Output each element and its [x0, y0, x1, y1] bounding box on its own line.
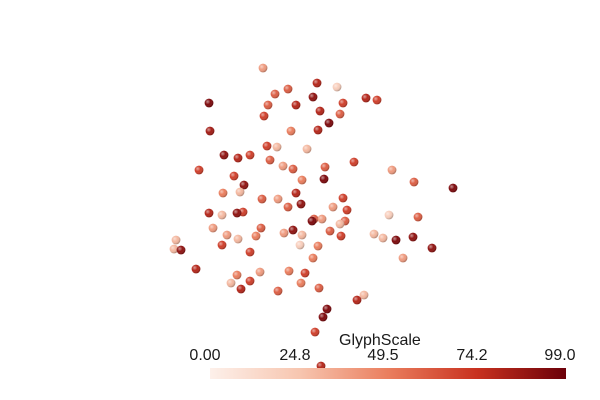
sphere-glyph-shading	[169, 244, 179, 254]
sphere-glyph-shading	[194, 165, 204, 175]
sphere-glyph-shading	[297, 175, 307, 185]
sphere-glyph-shading	[317, 214, 327, 224]
sphere-glyph-shading	[232, 270, 242, 280]
sphere-glyph-shading	[204, 98, 214, 108]
sphere-glyph-shading	[262, 141, 272, 151]
sphere-glyph-shading	[236, 284, 246, 294]
sphere-glyph-shading	[398, 253, 408, 263]
sphere-glyph-shading	[259, 111, 269, 121]
sphere-glyph-shading	[315, 106, 325, 116]
sphere-glyph-shading	[316, 361, 326, 371]
sphere-glyph-shading	[265, 155, 275, 165]
sphere-glyph-shading	[251, 231, 261, 241]
sphere-glyph-shading	[233, 234, 243, 244]
sphere-glyph-shading	[384, 210, 394, 220]
sphere-glyph-shading	[283, 84, 293, 94]
sphere-glyph-shading	[205, 126, 215, 136]
sphere-glyph-shading	[324, 118, 334, 128]
sphere-glyph-shading	[263, 100, 273, 110]
sphere-glyph-shading	[387, 165, 397, 175]
sphere-glyph-shading	[283, 202, 293, 212]
sphere-glyph-shading	[191, 264, 201, 274]
sphere-glyph-shading	[245, 247, 255, 257]
sphere-glyph-shading	[332, 82, 342, 92]
sphere-glyph-shading	[318, 312, 328, 322]
sphere-glyph-shading	[270, 89, 280, 99]
sphere-glyph-shading	[226, 278, 236, 288]
sphere-glyph-shading	[361, 93, 371, 103]
sphere-glyph-shading	[232, 208, 242, 218]
sphere-glyph-shading	[349, 157, 359, 167]
sphere-glyph-shading	[273, 194, 283, 204]
sphere-glyph-shading	[245, 276, 255, 286]
sphere-glyph-shading	[372, 95, 382, 105]
sphere-glyph-shading	[219, 150, 229, 160]
sphere-glyph-shading	[427, 243, 437, 253]
sphere-glyph-shading	[408, 232, 418, 242]
sphere-glyph-shading	[278, 161, 288, 171]
sphere-glyph-shading	[239, 180, 249, 190]
sphere-glyph-shading	[359, 290, 369, 300]
sphere-glyph-shading	[325, 226, 335, 236]
sphere-glyph-shading	[296, 278, 306, 288]
sphere-glyph-shading	[288, 225, 298, 235]
sphere-glyph-shading	[320, 162, 330, 172]
sphere-glyph-shading	[255, 267, 265, 277]
sphere-glyph-shading	[208, 223, 218, 233]
sphere-glyph-shading	[335, 109, 345, 119]
sphere-glyph-shading	[297, 230, 307, 240]
sphere-glyph-shading	[409, 177, 419, 187]
sphere-glyph-shading	[369, 229, 379, 239]
sphere-glyph-shading	[378, 233, 388, 243]
sphere-glyph-shading	[257, 194, 267, 204]
sphere-glyph-shading	[314, 283, 324, 293]
sphere-glyph-shading	[338, 193, 348, 203]
sphere-glyph-shading	[258, 63, 268, 73]
sphere-glyph-shading	[307, 216, 317, 226]
sphere-glyph-shading	[288, 164, 298, 174]
sphere-glyph-shading	[300, 268, 310, 278]
sphere-glyph-shading	[313, 241, 323, 251]
sphere-glyph-shading	[312, 78, 322, 88]
sphere-glyph-shading	[286, 126, 296, 136]
sphere-glyph-shading	[295, 240, 305, 250]
sphere-glyph-shading	[310, 327, 320, 337]
sphere-glyph-shading	[291, 188, 301, 198]
sphere-glyph-shading	[222, 230, 232, 240]
sphere-glyph-shading	[256, 223, 266, 233]
sphere-glyph-shading	[342, 205, 352, 215]
sphere-glyph-shading	[204, 208, 214, 218]
sphere-glyph-shading	[291, 100, 301, 110]
sphere-glyph-shading	[336, 231, 346, 241]
sphere-glyph-shading	[302, 144, 312, 154]
sphere-glyph-shading	[229, 171, 239, 181]
sphere-glyph-shading	[391, 235, 401, 245]
sphere-glyph-shading	[235, 187, 245, 197]
sphere-glyph-shading	[308, 253, 318, 263]
sphere-glyph-shading	[338, 98, 348, 108]
sphere-glyph-shading	[217, 240, 227, 250]
sphere-glyph-shading	[296, 199, 306, 209]
sphere-glyph-shading	[313, 125, 323, 135]
sphere-glyph-shading	[279, 228, 289, 238]
sphere-glyph-shading	[284, 266, 294, 276]
sphere-glyph-shading	[171, 235, 181, 245]
sphere-glyph-shading	[328, 202, 338, 212]
sphere-glyph-shading	[273, 286, 283, 296]
sphere-glyph-shading	[335, 219, 345, 229]
sphere-glyph-shading	[245, 150, 255, 160]
sphere-glyph-shading	[308, 92, 318, 102]
sphere-glyph-shading	[322, 304, 332, 314]
sphere-glyph-shading	[319, 174, 329, 184]
sphere-glyph-shading	[217, 210, 227, 220]
sphere-glyph-shading	[448, 183, 458, 193]
sphere-glyph-shading	[218, 188, 228, 198]
sphere-glyph-shading	[352, 295, 362, 305]
sphere-glyph-shading	[272, 142, 282, 152]
sphere-glyph-shading	[233, 153, 243, 163]
sphere-glyph-shading	[176, 245, 186, 255]
sphere-glyph-shading	[413, 212, 423, 222]
